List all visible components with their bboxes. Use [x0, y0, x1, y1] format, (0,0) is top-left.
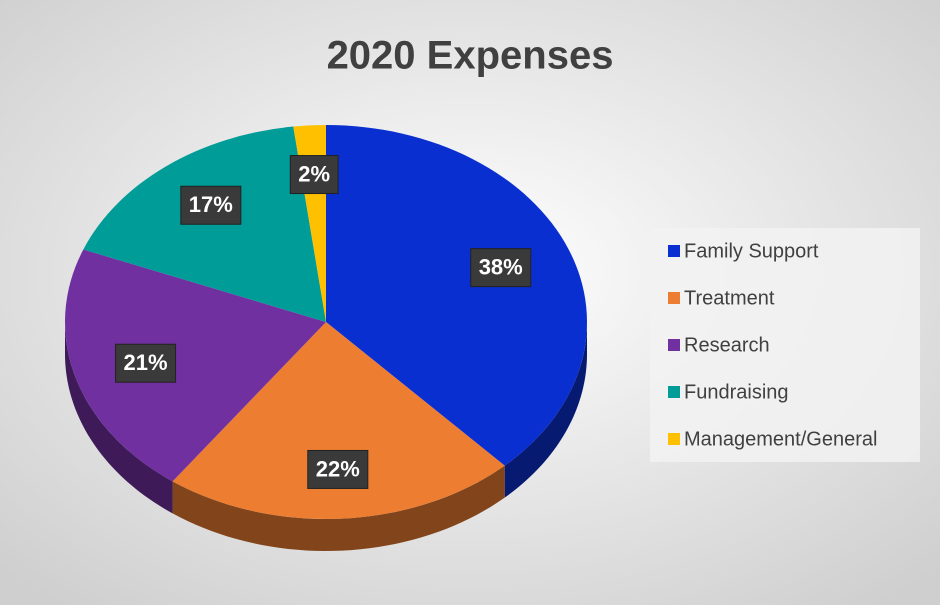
chart-title: 2020 Expenses	[327, 34, 614, 78]
legend-swatch	[668, 386, 680, 398]
slice	[326, 125, 588, 466]
slice-side	[172, 465, 505, 551]
slice-side	[65, 322, 173, 514]
data-label: 21%	[124, 350, 168, 375]
slice	[64, 249, 326, 482]
data-label-box	[307, 449, 369, 489]
legend-label: Management/General	[684, 428, 877, 450]
data-label: 22%	[316, 456, 360, 481]
legend-swatch	[668, 433, 680, 445]
data-label-box	[115, 343, 177, 383]
data-label: 2%	[298, 161, 330, 186]
legend-label: Treatment	[684, 287, 775, 309]
legend: Family Support Treatment Research Fundraisi…	[650, 228, 920, 462]
data-label: 38%	[479, 254, 523, 279]
data-label: 17%	[189, 192, 233, 217]
legend-swatch	[668, 245, 680, 257]
data-label-box	[470, 248, 532, 288]
data-label-box	[289, 155, 339, 195]
legend-label: Family Support	[684, 240, 819, 262]
data-label-box	[180, 185, 242, 225]
slice	[172, 322, 505, 519]
pie: 38% 22% 21% 17% 2%	[64, 125, 588, 551]
legend-swatch	[668, 292, 680, 304]
legend-box	[650, 228, 920, 462]
legend-swatch	[668, 339, 680, 351]
legend-label: Fundraising	[684, 381, 789, 403]
slice-side	[504, 322, 587, 498]
legend-label: Research	[684, 334, 770, 356]
